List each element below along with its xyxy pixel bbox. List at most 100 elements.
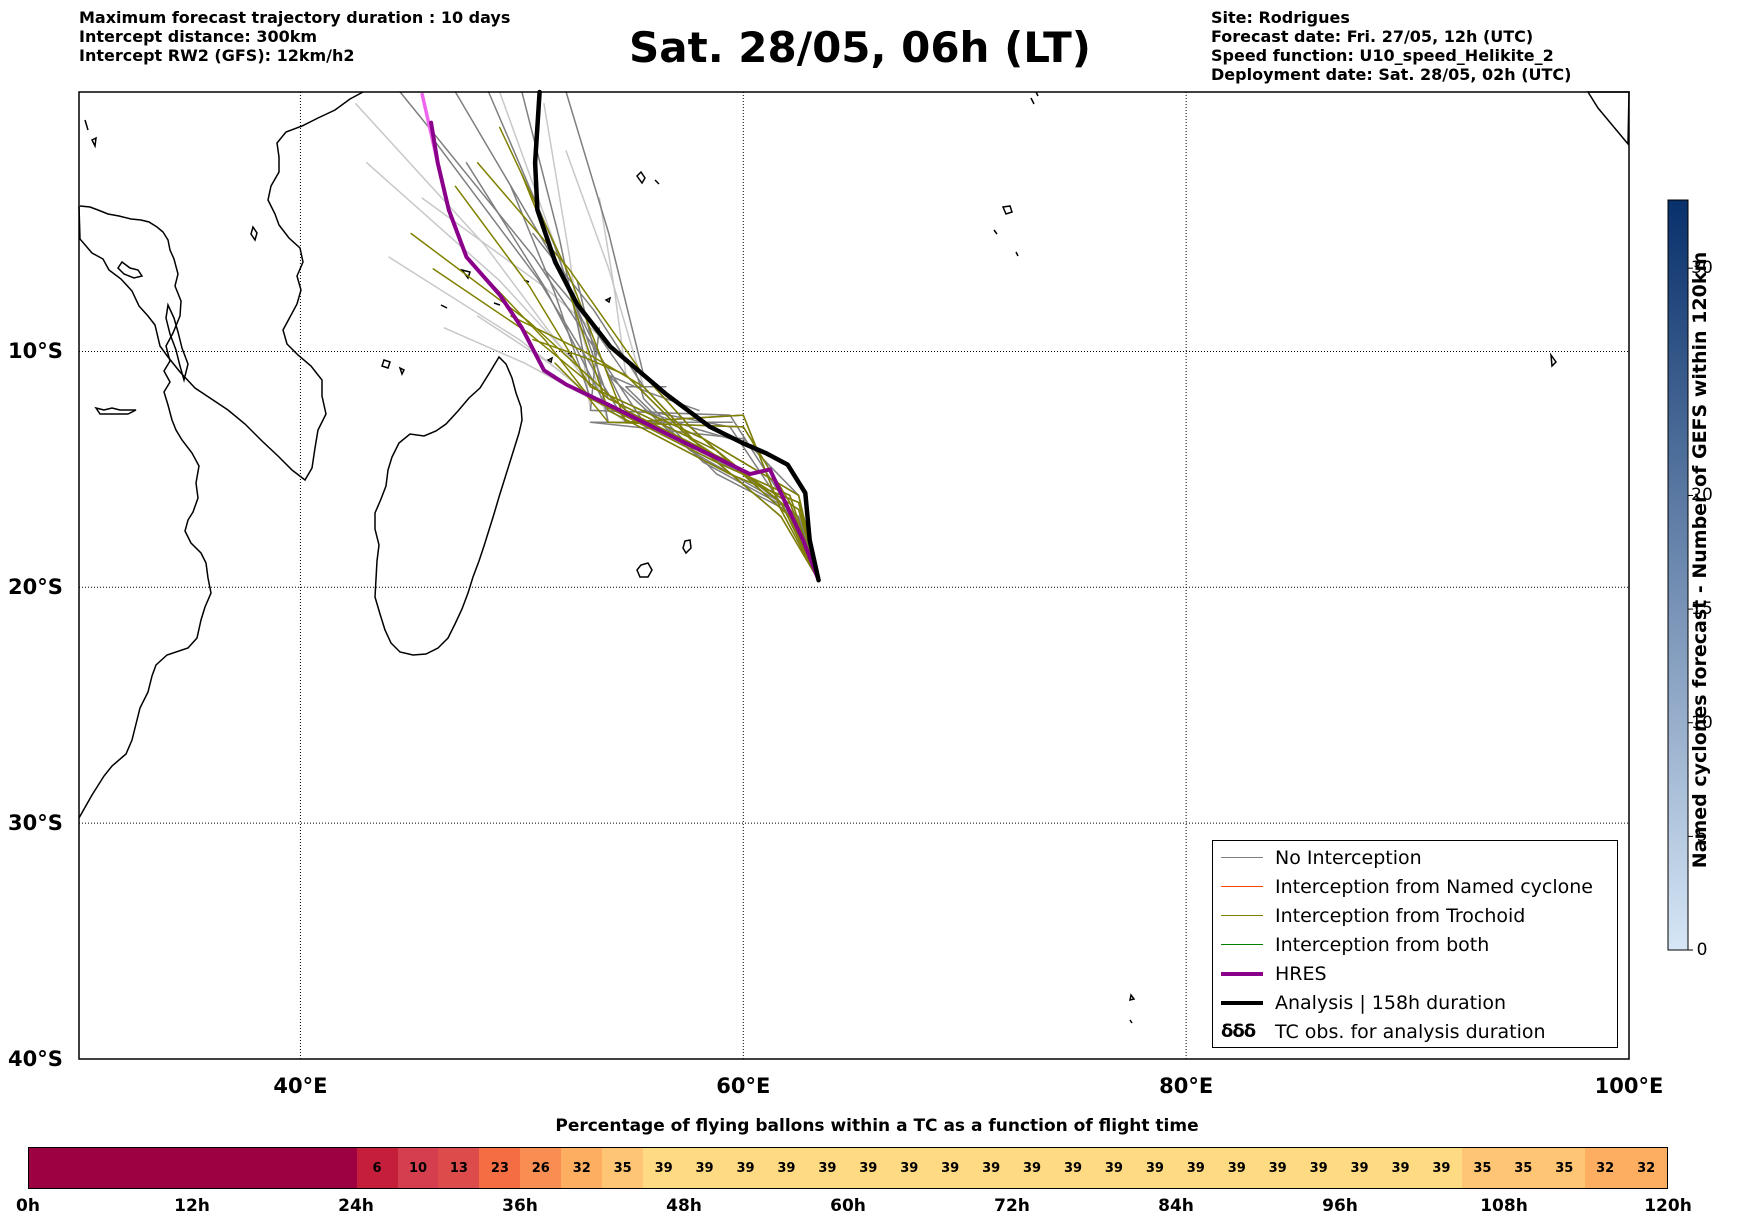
legend-both-label: Interception from both [1275, 934, 1490, 956]
africa-east-coastline [78, 91, 364, 482]
legend-named-cyclone-label: Interception from Named cyclone [1275, 876, 1593, 898]
colorbar-label-3: 15 [1691, 599, 1713, 620]
percentage-segment-29: 35 [1502, 1148, 1544, 1188]
percentage-segment-23: 39 [1257, 1148, 1299, 1188]
lat-label-3: 40°S [8, 1047, 63, 1071]
percentage-segment-32: 32 [1625, 1148, 1667, 1188]
legend-hres-label: HRES [1275, 963, 1327, 985]
colorbar-label-1: 5 [1696, 826, 1708, 847]
percentage-segment-27: 39 [1420, 1148, 1462, 1188]
lake-tanganyika-outline [165, 302, 189, 383]
percentage-segment-24: 39 [1298, 1148, 1340, 1188]
percentage-segment-18: 39 [1052, 1148, 1094, 1188]
lon-label-2: 80°E [1159, 1074, 1214, 1098]
percentage-segment-10: 39 [725, 1148, 766, 1188]
percentage-segment-20: 39 [1134, 1148, 1176, 1188]
percentage-tick-7: 84h [1158, 1196, 1194, 1216]
track-hres [429, 120, 821, 583]
percentage-tick-8: 96h [1322, 1196, 1358, 1216]
percentage-segment-30: 35 [1543, 1148, 1585, 1188]
legend-tc-obs-label: TC obs. for analysis duration [1275, 1021, 1546, 1043]
legend-green-line [1221, 944, 1263, 945]
colorbar-label-4: 20 [1691, 485, 1713, 506]
percentage-segment-19: 39 [1093, 1148, 1135, 1188]
reunion-coastline [682, 539, 692, 555]
legend-purple-line [1221, 972, 1263, 976]
percentage-segment-8: 39 [643, 1148, 685, 1188]
tc-obs-icon: δδδ [1221, 1021, 1256, 1042]
africa-coastline [78, 205, 212, 819]
legend-hres: HRES [1213, 960, 1617, 989]
percentage-segment-7: 35 [602, 1148, 644, 1188]
colorbar-label-0: 0 [1696, 940, 1708, 960]
legend-trochoid: Interception from Trochoid [1213, 902, 1617, 931]
cocos-outline [1550, 352, 1557, 368]
lat-label-0: 10°S [8, 339, 63, 364]
comoros-coastline [381, 359, 406, 376]
colorbar-label-5: 30 [1691, 258, 1713, 279]
page-title: Sat. 28/05, 06h (LT) [629, 23, 1091, 72]
legend-orange-line [1221, 886, 1263, 887]
colorbar-ticks [1688, 267, 1693, 951]
forecast-date-text: Forecast date: Fri. 27/05, 12h (UTC) [1211, 27, 1534, 46]
percentage-segment-6: 32 [561, 1148, 603, 1188]
percentage-segment-14: 39 [888, 1148, 930, 1188]
track-trochoid-2 [454, 185, 820, 581]
lon-label-1: 60°E [716, 1074, 771, 1098]
percentage-segment-31: 32 [1584, 1148, 1626, 1188]
legend-trochoid-label: Interception from Trochoid [1275, 905, 1526, 927]
legend-analysis-label: Analysis | 158h duration [1275, 992, 1507, 1014]
percentage-segment-13: 39 [847, 1148, 889, 1188]
percentage-segment-1: 6 [356, 1148, 398, 1188]
percentage-tick-10: 120h [1644, 1196, 1692, 1216]
legend-named-cyclone: Interception from Named cyclone [1213, 873, 1617, 902]
map-border [78, 91, 1630, 1060]
percentage-segment-0 [29, 1148, 357, 1188]
lat-label-2: 30°S [8, 811, 63, 836]
percentage-segment-16: 39 [970, 1148, 1012, 1188]
seychelles-outline [636, 170, 660, 185]
percentage-tick-2: 24h [338, 1196, 374, 1216]
percentage-segment-21: 39 [1175, 1148, 1217, 1188]
percentage-segment-17: 39 [1011, 1148, 1053, 1188]
header-right: Site: Rodrigues Forecast date: Fri. 27/0… [1211, 8, 1571, 84]
percentage-segment-15: 39 [929, 1148, 971, 1188]
trajectory-tracks [355, 89, 821, 583]
percentage-tick-0: 0h [16, 1196, 40, 1216]
track-trochoid-4 [498, 126, 820, 581]
percentage-segment-9: 39 [684, 1148, 726, 1188]
legend-black-line [1221, 1001, 1263, 1005]
site-text: Site: Rodrigues [1211, 8, 1350, 27]
lat-label-1: 20°S [8, 575, 63, 600]
map-gridlines [79, 92, 1629, 1059]
track-trochoid-6 [487, 279, 820, 581]
percentage-segment-2: 10 [397, 1148, 439, 1188]
track-trochoid-8 [532, 338, 820, 581]
percentage-bar: 6 10 13 23 26 32 35 39 39 39 39 39 39 39 39 39 39 39 39 39 3… [28, 1147, 1668, 1189]
small-islands-west [84, 119, 530, 309]
coastlines [78, 91, 1630, 1024]
percentage-tick-9: 108h [1480, 1196, 1528, 1216]
track-trochoid-9 [554, 362, 820, 581]
lon-label-3: 100°E [1594, 1074, 1664, 1098]
percentage-segment-25: 39 [1339, 1148, 1381, 1188]
legend-no-interception: No Interception [1213, 844, 1617, 873]
legend-olive-line [1221, 915, 1263, 916]
percentage-segment-22: 39 [1216, 1148, 1258, 1188]
percentage-tick-6: 72h [994, 1196, 1030, 1216]
colorbar-label-2: 10 [1691, 712, 1713, 733]
speed-function-text: Speed function: U10_speed_Helikite_2 [1211, 46, 1554, 65]
map-legend: No Interception Interception from Named … [1212, 840, 1618, 1048]
track-no-interception-12 [631, 362, 820, 581]
percentage-segment-5: 26 [520, 1148, 562, 1188]
percentage-tick-5: 60h [830, 1196, 866, 1216]
colorbar-title: Named cyclones forecast - Number of GEFS… [1689, 251, 1711, 869]
legend-gray-line [1221, 857, 1263, 858]
legend-both: Interception from both [1213, 931, 1617, 960]
maldives-outline [1030, 91, 1039, 105]
intercept-distance-text: Intercept distance: 300km [79, 27, 318, 46]
percentage-segment-3: 13 [438, 1148, 480, 1188]
mauritius-coastline [636, 562, 653, 578]
lake-victoria-outline [117, 260, 144, 279]
intercept-rw2-text: Intercept RW2 (GFS): 12km/h2 [79, 46, 355, 65]
